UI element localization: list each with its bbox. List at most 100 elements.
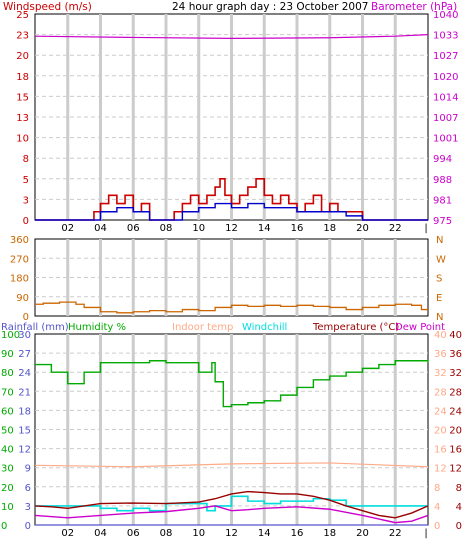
indoor-temp-tick: 20	[434, 426, 447, 437]
temperature-tick: 40	[449, 330, 462, 341]
temperature-tick: 16	[449, 445, 462, 456]
direction-degree-tick: 180	[10, 274, 29, 285]
indoor-temp-tick: 0	[434, 521, 440, 532]
temperature-panel-time-tick: 10	[192, 528, 205, 539]
humidity-tick: 60	[1, 406, 14, 417]
temperature-panel-time-tick: 16	[291, 528, 304, 539]
temperature-panel-time-tick: 02	[61, 528, 74, 539]
rainfall-tick: 27	[18, 349, 31, 360]
barometer-line	[34, 34, 429, 40]
indoor-temp-tick: 16	[434, 445, 447, 456]
barometer-axis-label: Barometer (hPa)	[371, 1, 457, 13]
rainfall-tick: 18	[18, 406, 31, 417]
humidity-tick: 70	[1, 387, 14, 398]
barometer-tick: 1040	[433, 10, 458, 21]
windspeed-tick: 5	[23, 175, 29, 186]
temperature-tick: 12	[449, 464, 462, 475]
wind-panel-time-tick: 10	[192, 223, 205, 234]
temperature-panel-time-tick: 04	[94, 528, 107, 539]
rainfall-tick: 30	[18, 330, 31, 341]
temperature-tick: 20	[449, 426, 462, 437]
direction-degree-tick: 0	[23, 312, 29, 323]
wind-panel-time-tick: 12	[225, 223, 238, 234]
wind-panel-time-tick: 22	[389, 223, 402, 234]
windspeed-tick: 23	[16, 31, 29, 42]
legend-dew-point: Dew Point	[395, 322, 445, 333]
temperature-tick: 0	[456, 521, 462, 532]
wind-panel: 2523201815131085301040103310271020101410…	[16, 10, 458, 234]
legend-temperature-panel: Rainfall (mm) Humidity % Indoor temp Win…	[1, 322, 445, 333]
barometer-tick: 1001	[433, 134, 458, 145]
barometer-tick: 1007	[433, 113, 458, 124]
rainfall-tick: 9	[25, 464, 31, 475]
barometer-tick: 1033	[433, 31, 458, 42]
temperature-panel-time-tick: 06	[127, 528, 140, 539]
wind-panel-time-tick-end: |	[424, 223, 427, 234]
rainfall-tick: 15	[18, 426, 31, 437]
windspeed-tick: 18	[16, 72, 29, 83]
direction-compass-tick: N	[436, 235, 443, 246]
temperature-panel-time-tick: 12	[225, 528, 238, 539]
wind-gust-line	[35, 178, 428, 221]
humidity-tick: 20	[1, 483, 14, 494]
panels: 2523201815131085301040103310271020101410…	[1, 10, 462, 539]
windspeed-tick: 0	[23, 216, 29, 227]
indoor-temp-tick: 40	[434, 330, 447, 341]
humidity-tick: 0	[1, 521, 7, 532]
humidity-tick: 90	[1, 349, 14, 360]
direction-compass-tick: E	[436, 293, 442, 304]
temperature-panel-time-tick: 14	[258, 528, 271, 539]
temperature-panel-time-tick: 20	[356, 528, 369, 539]
humidity-tick: 50	[1, 426, 14, 437]
barometer-tick: 1020	[433, 72, 458, 83]
rainfall-tick: 24	[18, 368, 31, 379]
direction-compass-tick: S	[436, 274, 442, 285]
direction-degree-tick: 270	[10, 254, 29, 265]
indoor-temp-line	[34, 462, 429, 468]
temperature-tick: 4	[456, 502, 462, 513]
barometer-tick: 975	[433, 216, 452, 227]
dew-point-line	[34, 505, 429, 524]
indoor-temp-tick: 32	[434, 368, 447, 379]
temperature-panel-time-tick: 22	[389, 528, 402, 539]
windspeed-tick: 13	[16, 113, 29, 124]
direction-degree-tick: 360	[10, 235, 29, 246]
humidity-tick: 100	[1, 330, 20, 341]
temperature-tick: 36	[449, 349, 462, 360]
chart-title: 24 hour graph day : 23 October 2007	[172, 1, 368, 13]
temperature-tick: 8	[456, 483, 462, 494]
barometer-tick: 994	[433, 154, 452, 165]
wind-panel-time-tick: 20	[356, 223, 369, 234]
legend-rainfall: Rainfall (mm)	[1, 322, 69, 333]
direction-line	[35, 301, 428, 314]
humidity-tick: 10	[1, 502, 14, 513]
windspeed-tick: 10	[16, 134, 29, 145]
temperature-tick: 32	[449, 368, 462, 379]
wind-panel-time-tick: 16	[291, 223, 304, 234]
indoor-temp-tick: 12	[434, 464, 447, 475]
indoor-temp-tick: 24	[434, 406, 447, 417]
indoor-temp-tick: 4	[434, 502, 440, 513]
legend-windchill: Windchill	[242, 322, 287, 333]
indoor-temp-tick: 36	[434, 349, 447, 360]
temperature-tick: 28	[449, 387, 462, 398]
wind-panel-time-tick: 06	[127, 223, 140, 234]
humidity-line	[35, 360, 429, 408]
rainfall-tick: 12	[18, 445, 31, 456]
wind-average-line	[35, 202, 428, 221]
barometer-tick: 1027	[433, 51, 458, 62]
rainfall-tick: 6	[25, 483, 31, 494]
rainfall-tick: 21	[18, 387, 31, 398]
humidity-tick: 30	[1, 464, 14, 475]
indoor-temp-tick: 8	[434, 483, 440, 494]
temperature-tick: 24	[449, 406, 462, 417]
legend-temperature: Temperature (°C)	[312, 322, 399, 333]
humidity-tick: 80	[1, 368, 14, 379]
humidity-tick: 40	[1, 445, 14, 456]
temperature-panel-time-tick: 18	[323, 528, 336, 539]
windspeed-tick: 20	[16, 51, 29, 62]
windspeed-tick: 25	[16, 10, 29, 21]
barometer-tick: 988	[433, 175, 452, 186]
